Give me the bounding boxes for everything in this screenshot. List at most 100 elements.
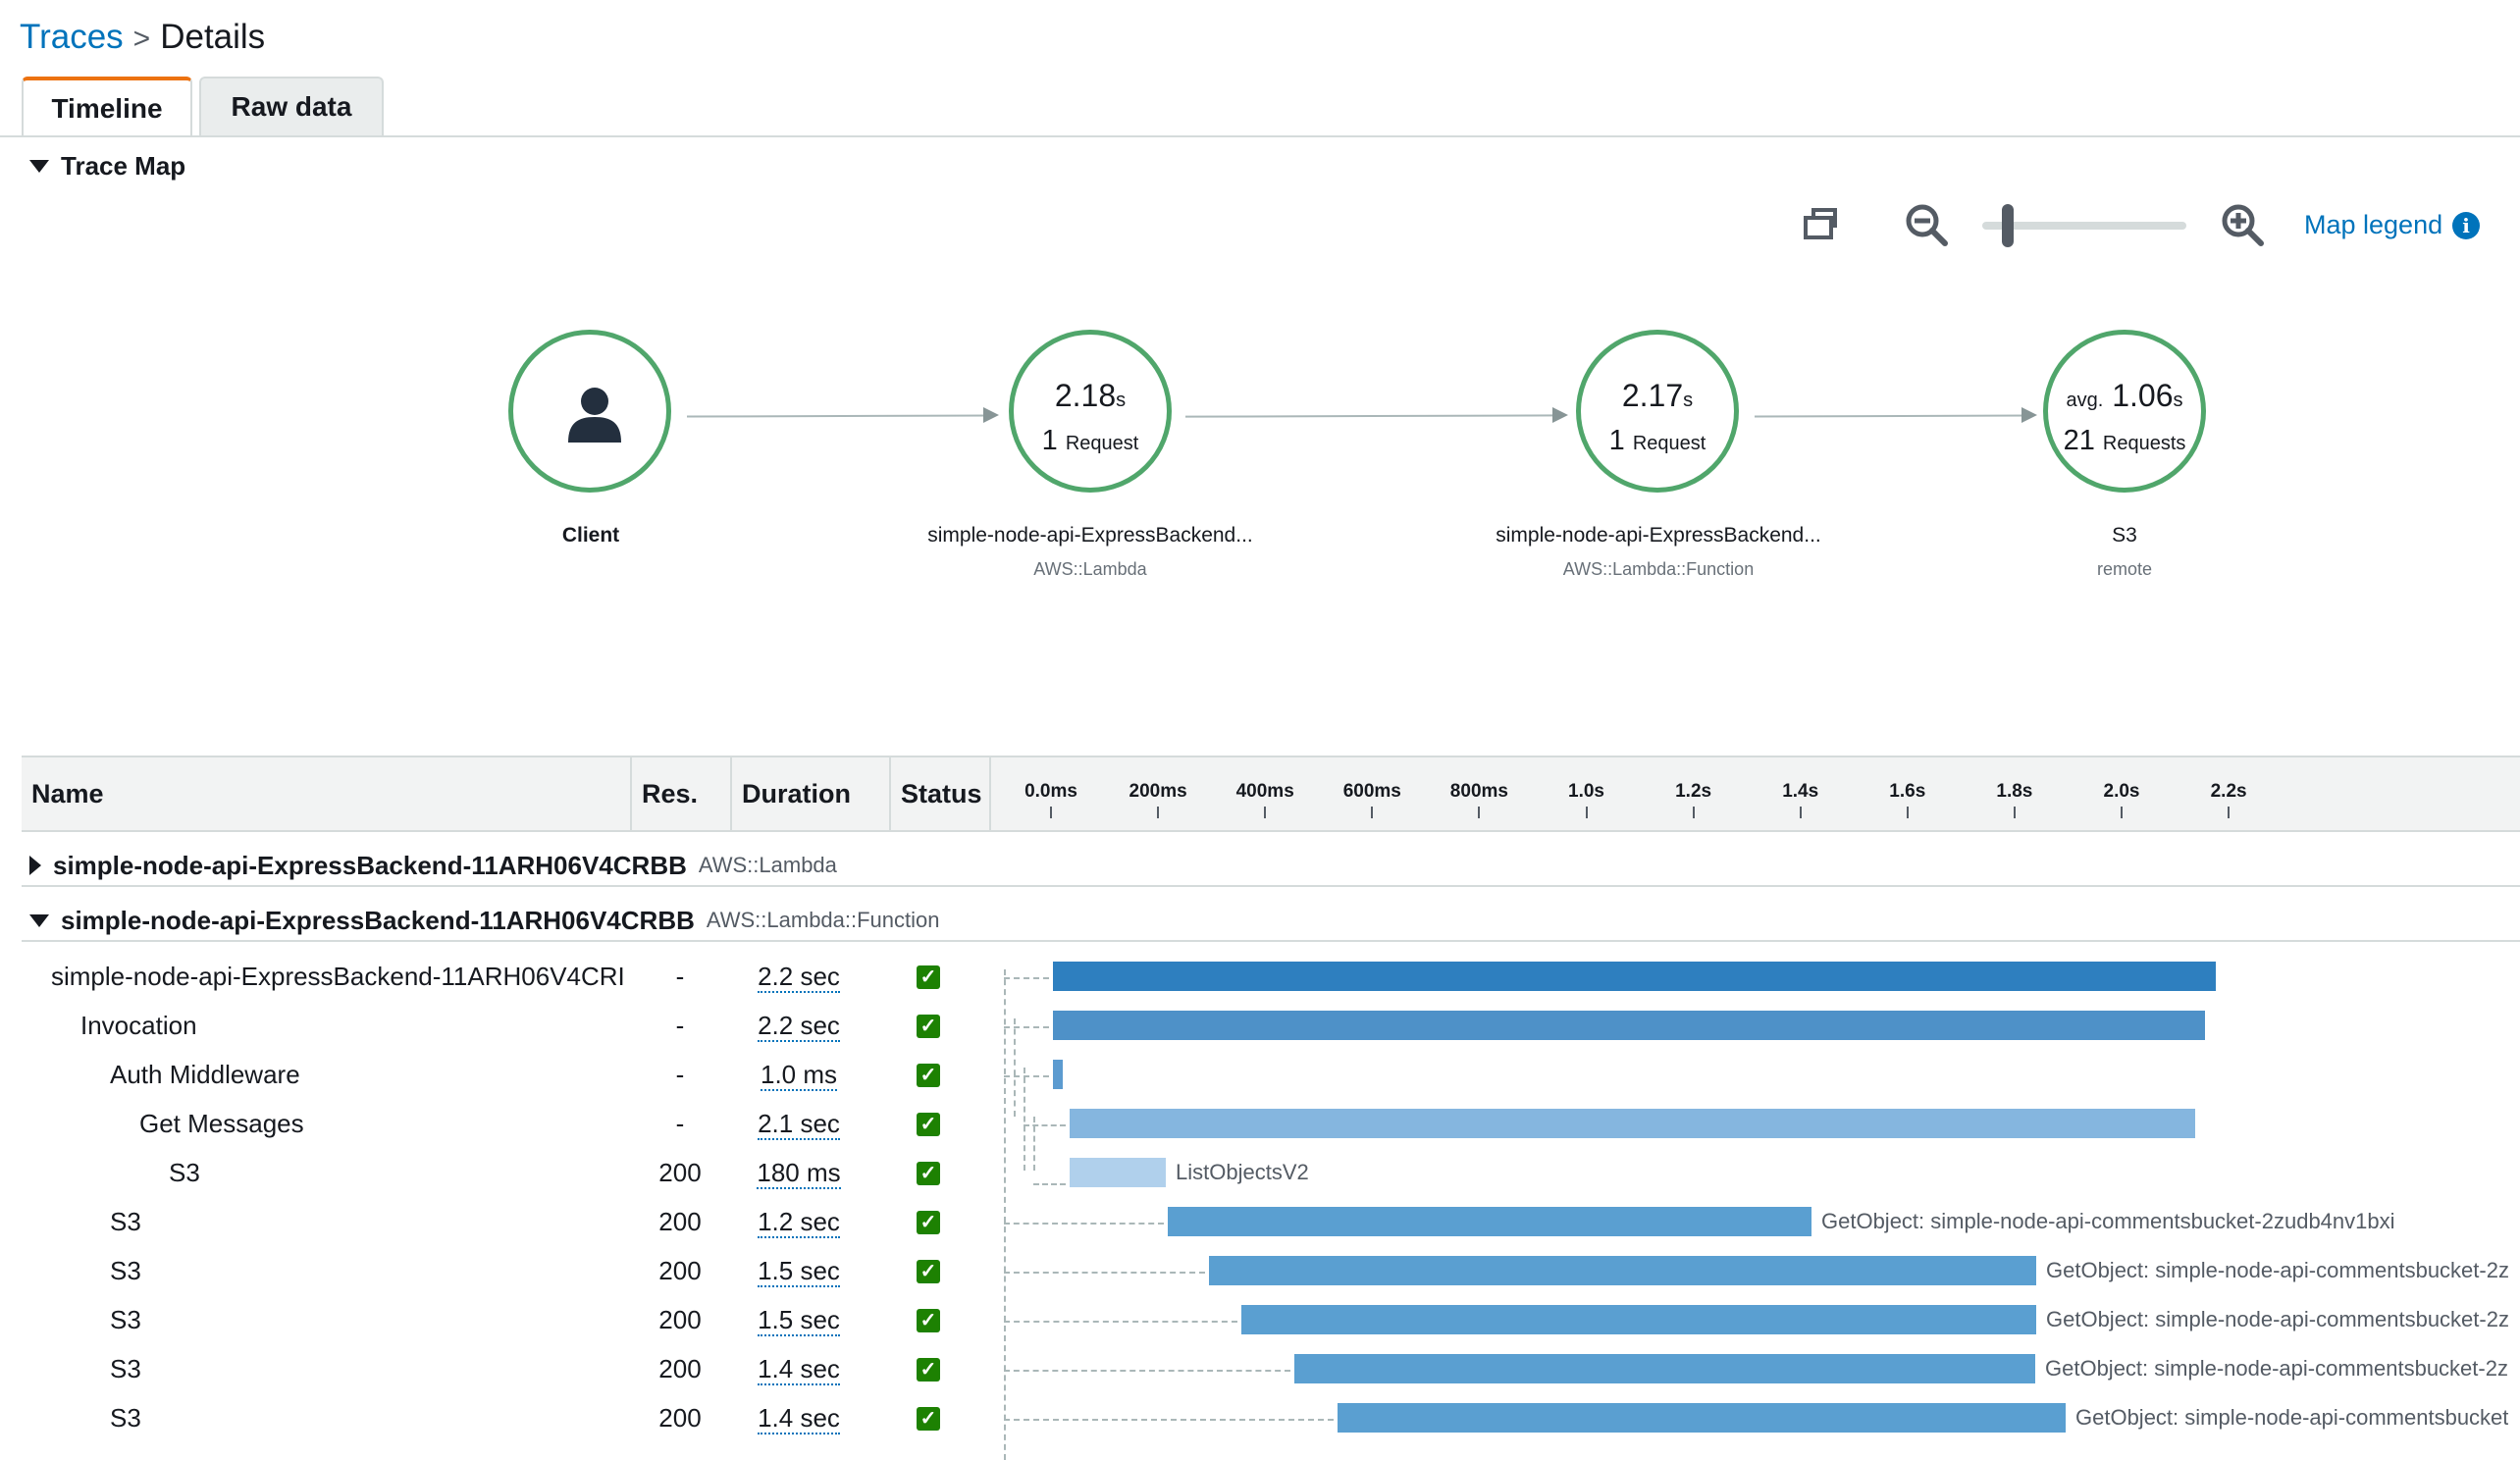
s3-node-avg-prefix: avg. <box>2066 390 2104 411</box>
row-duration[interactable]: 2.1 sec <box>740 1109 858 1140</box>
status-ok-icon: ✓ <box>917 1309 940 1332</box>
tree-connector <box>1004 1026 1049 1028</box>
s3-node-avg: 1.06 <box>2112 378 2174 413</box>
s3-node[interactable]: avg. 1.06s 21 Requests <box>2043 330 2206 493</box>
segment-label: GetObject: simple-node-api-commentsbucke… <box>2045 1356 2508 1381</box>
row-duration[interactable]: 2.2 sec <box>740 1011 858 1042</box>
axis-tick-label: 0.0ms <box>1024 781 1077 802</box>
info-icon: i <box>2452 211 2481 239</box>
row-name: Invocation <box>80 1011 197 1040</box>
segment-bar[interactable] <box>1168 1207 1811 1236</box>
lambda-node-avg: 2.18 <box>1054 378 1117 413</box>
breadcrumb: Traces > Details <box>20 14 265 63</box>
map-legend-link[interactable]: Map legend i <box>2304 210 2481 240</box>
tree-connector <box>1004 1370 1290 1372</box>
breadcrumb-traces-link[interactable]: Traces <box>20 18 124 56</box>
tree-connector <box>1004 969 1006 1460</box>
lambda-node[interactable]: 2.18s 1 Request <box>1009 330 1172 493</box>
segment-bar[interactable] <box>1053 1060 1063 1089</box>
row-duration[interactable]: 1.5 sec <box>740 1305 858 1336</box>
row-duration-value: 1.4 sec <box>758 1403 840 1434</box>
segment-bar[interactable] <box>1338 1403 2066 1433</box>
axis-tick-mark <box>2013 807 2016 818</box>
tab-divider <box>0 135 2520 137</box>
row-duration[interactable]: 1.0 ms <box>740 1060 858 1091</box>
row-name: S3 <box>110 1256 141 1285</box>
function-node[interactable]: 2.17s 1 Request <box>1576 330 1739 493</box>
tab-timeline[interactable]: Timeline <box>22 77 192 137</box>
tree-connector <box>1004 1419 1334 1421</box>
axis-tick-mark <box>1585 807 1588 818</box>
row-duration[interactable]: 1.5 sec <box>740 1256 858 1287</box>
axis-tick-mark <box>1692 807 1695 818</box>
row-name: S3 <box>110 1305 141 1334</box>
client-node[interactable] <box>508 330 671 493</box>
trace-map-toggle[interactable]: Trace Map <box>29 151 185 182</box>
segment-bar[interactable] <box>1053 1011 2205 1040</box>
zoom-out-icon[interactable] <box>1904 202 1949 247</box>
segment-bar[interactable] <box>1241 1305 2036 1334</box>
col-header-duration[interactable]: Duration <box>742 778 851 808</box>
row-duration-value: 1.0 ms <box>760 1060 838 1091</box>
row-duration-value: 2.2 sec <box>758 962 840 993</box>
group-function[interactable]: simple-node-api-ExpressBackend-11ARH06V4… <box>29 903 940 938</box>
user-icon <box>568 388 621 443</box>
lambda-node-unit: s <box>1116 390 1127 411</box>
axis-tick-mark <box>1264 807 1267 818</box>
segment-bar[interactable] <box>1070 1109 2195 1138</box>
status-ok-icon: ✓ <box>917 965 940 989</box>
tree-connector <box>1004 1272 1205 1274</box>
row-duration[interactable]: 2.2 sec <box>740 962 858 993</box>
timeline-header <box>22 756 2520 832</box>
col-header-status[interactable]: Status <box>901 778 982 808</box>
segment-bar[interactable] <box>1053 962 2216 991</box>
row-duration-value: 2.2 sec <box>758 1011 840 1042</box>
status-ok-icon: ✓ <box>917 1358 940 1382</box>
status-ok-icon: ✓ <box>917 1015 940 1038</box>
caret-down-icon <box>29 160 49 173</box>
zoom-slider-handle[interactable] <box>2002 204 2014 247</box>
zoom-slider[interactable] <box>1982 222 2186 230</box>
row-duration[interactable]: 1.2 sec <box>740 1207 858 1238</box>
caret-down-icon <box>29 913 49 927</box>
tab-raw-data[interactable]: Raw data <box>199 77 384 135</box>
status-ok-icon: ✓ <box>917 1113 940 1136</box>
segment-label: GetObject: simple-node-api-commentsbucke… <box>2046 1258 2509 1282</box>
fit-map-icon[interactable] <box>1802 204 1843 245</box>
lambda-node-type: AWS::Lambda <box>1033 559 1147 579</box>
axis-tick-label: 400ms <box>1235 781 1294 802</box>
axis-tick-label: 1.6s <box>1889 781 1926 802</box>
lambda-node-count-label: Request <box>1065 433 1139 454</box>
status-ok-icon: ✓ <box>917 1064 940 1087</box>
row-name: S3 <box>110 1354 141 1383</box>
row-duration[interactable]: 180 ms <box>740 1158 858 1189</box>
axis-tick-mark <box>1157 807 1160 818</box>
status-ok-icon: ✓ <box>917 1260 940 1283</box>
row-duration[interactable]: 1.4 sec <box>740 1403 858 1434</box>
row-duration-value: 1.5 sec <box>758 1305 840 1336</box>
row-name: S3 <box>110 1207 141 1236</box>
axis-tick-mark <box>1799 807 1802 818</box>
segment-bar[interactable] <box>1209 1256 2036 1285</box>
row-duration-value: 1.4 sec <box>758 1354 840 1385</box>
col-header-name[interactable]: Name <box>31 778 104 808</box>
tree-connector <box>1014 1018 1016 1117</box>
col-header-res[interactable]: Res. <box>642 778 699 808</box>
row-response: 200 <box>658 1403 702 1433</box>
function-node-count-label: Request <box>1632 433 1706 454</box>
segment-bar[interactable] <box>1070 1158 1166 1187</box>
edge-function-s3 <box>1754 414 2032 418</box>
row-duration[interactable]: 1.4 sec <box>740 1354 858 1385</box>
tree-connector <box>1033 1183 1066 1185</box>
row-duration-value: 2.1 sec <box>758 1109 840 1140</box>
zoom-in-icon[interactable] <box>2220 202 2265 247</box>
lambda-node-label: simple-node-api-ExpressBackend... <box>927 524 1253 547</box>
row-response: - <box>675 1109 685 1138</box>
row-response: 200 <box>658 1354 702 1383</box>
group-lambda-name: simple-node-api-ExpressBackend-11ARH06V4… <box>53 850 687 880</box>
col-divider <box>989 756 991 832</box>
function-node-label: simple-node-api-ExpressBackend... <box>1496 524 1821 547</box>
group-lambda[interactable]: simple-node-api-ExpressBackend-11ARH06V4… <box>29 848 837 883</box>
function-node-type: AWS::Lambda::Function <box>1562 559 1755 579</box>
segment-bar[interactable] <box>1294 1354 2035 1383</box>
